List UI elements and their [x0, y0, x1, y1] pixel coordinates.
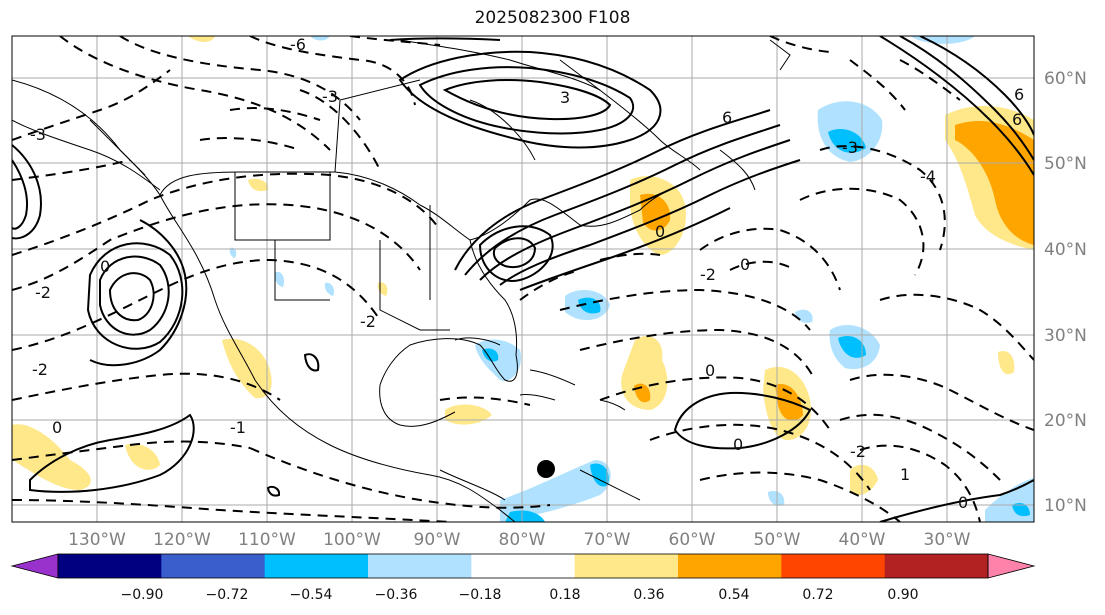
lat-tick-label: 10°N: [1044, 496, 1087, 516]
lon-tick-label: 110°W: [238, 530, 296, 550]
contour-label: 0: [958, 493, 968, 512]
anomaly-shading: [12, 36, 1034, 522]
colorbar-segment: [58, 554, 162, 578]
colorbar-segment: [574, 554, 679, 578]
contour-label: -6: [290, 35, 306, 54]
contour-label: 0: [655, 222, 665, 241]
contour-label: 6: [1012, 110, 1022, 129]
colorbar-tick-label: −0.54: [290, 587, 333, 603]
contour-label: -1: [230, 418, 246, 437]
lon-tick-label: 80°W: [499, 530, 546, 550]
colorbar: −0.90 −0.72 −0.54 −0.36 −0.18 0.18 0.36 …: [10, 553, 1036, 603]
lon-tick-label: 100°W: [323, 530, 381, 550]
contour-label: -2: [850, 442, 866, 461]
colorbar-tick-label: 0.36: [633, 587, 664, 603]
contour-label: 1: [900, 465, 910, 484]
lon-tick-label: 130°W: [68, 530, 126, 550]
lat-tick-labels: 60°N 50°N 40°N 30°N 20°N 10°N: [1044, 69, 1087, 516]
contour-label: -3: [322, 87, 338, 106]
lon-tick-label: 50°W: [754, 530, 801, 550]
colorbar-tick-label: −0.90: [121, 587, 164, 603]
contour-label: -2: [700, 265, 716, 284]
lon-tick-label: 90°W: [414, 530, 461, 550]
contour-labels: -6 -3 3 6 -3 6 0 -2 0 0 -2 0 -2 0 -2 -1 …: [30, 35, 1024, 512]
contour-label: 3: [560, 88, 570, 107]
contour-label: 0: [705, 361, 715, 380]
lat-tick-label: 30°N: [1044, 326, 1087, 346]
colorbar-tick-label: 0.18: [549, 587, 580, 603]
contour-label: 6: [1014, 85, 1024, 104]
contour-label: 0: [100, 257, 110, 276]
contour-label: -4: [920, 167, 936, 186]
lon-tick-label: 70°W: [584, 530, 631, 550]
contour-label: -2: [32, 360, 48, 379]
lat-tick-label: 50°N: [1044, 154, 1087, 174]
lon-tick-label: 60°W: [669, 530, 716, 550]
lon-tick-label: 40°W: [839, 530, 886, 550]
colorbar-extend-low: [10, 553, 59, 579]
contour-label: 0: [740, 255, 750, 274]
contour-label: 6: [722, 108, 732, 127]
colorbar-segment: [471, 554, 576, 578]
lon-tick-label: 120°W: [153, 530, 211, 550]
contour-label: -2: [360, 312, 376, 331]
colorbar-segment: [368, 554, 472, 578]
storm-marker-icon: [537, 460, 555, 478]
colorbar-segment: [678, 554, 782, 578]
positive-contours: [12, 36, 1034, 522]
map-frame: [11, 35, 1035, 523]
colorbar-segment: [781, 554, 886, 578]
contour-label: -2: [35, 283, 51, 302]
colorbar-tick-label: 0.72: [802, 587, 833, 603]
colorbar-segment: [884, 554, 989, 578]
contour-label: 0: [733, 435, 743, 454]
lon-tick-label: 30°W: [924, 530, 971, 550]
colorbar-extend-high: [987, 553, 1036, 579]
colorbar-segment: [264, 554, 369, 578]
colorbar-tick-label: 0.90: [887, 587, 918, 603]
colorbar-tick-label: 0.54: [718, 587, 749, 603]
lat-tick-label: 40°N: [1044, 240, 1087, 260]
colorbar-segment: [161, 554, 266, 578]
map-title: 2025082300 F108: [474, 8, 631, 28]
lat-tick-label: 60°N: [1044, 69, 1087, 89]
negative-contours: [12, 36, 1034, 522]
contour-label: 0: [52, 418, 62, 437]
colorbar-tick-label: −0.72: [206, 587, 249, 603]
colorbar-tick-label: −0.18: [459, 587, 502, 603]
coastlines: [12, 39, 791, 522]
lon-tick-labels: 130°W 120°W 110°W 100°W 90°W 80°W 70°W 6…: [68, 530, 971, 550]
contour-label: -3: [842, 138, 858, 157]
lat-tick-label: 20°N: [1044, 411, 1087, 431]
colorbar-tick-label: −0.36: [375, 587, 418, 603]
contour-label: -3: [30, 125, 46, 144]
